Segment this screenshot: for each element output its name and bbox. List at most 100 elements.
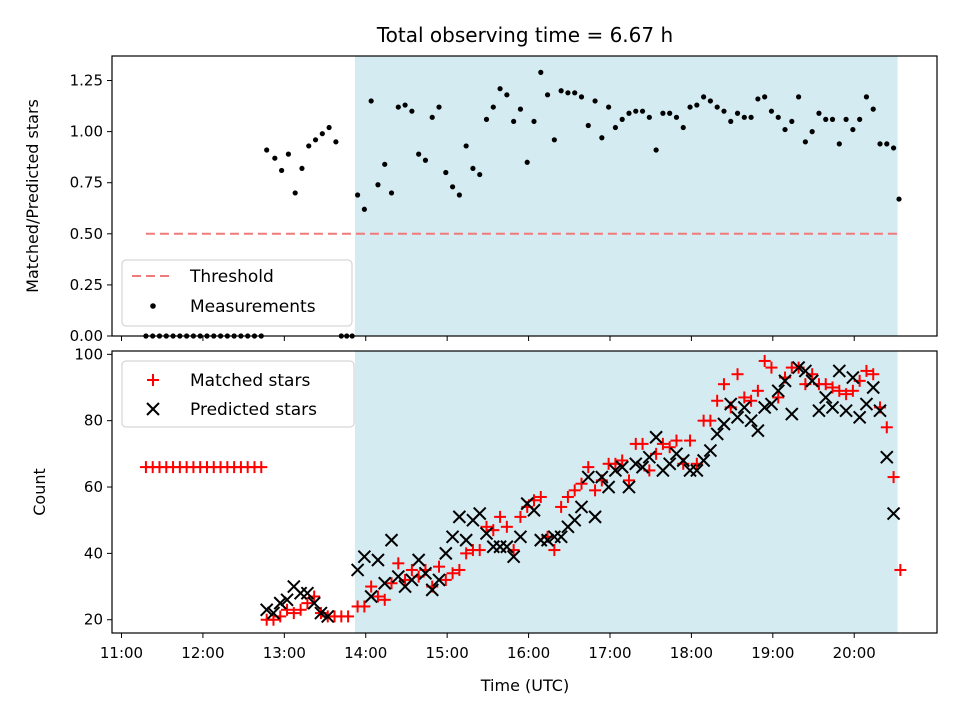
measurement-point <box>687 104 693 110</box>
predicted-star-point <box>473 506 487 521</box>
measurement-point <box>436 104 442 110</box>
matched-star-point <box>568 484 581 497</box>
predicted-star-point <box>880 450 894 464</box>
measurement-point <box>896 196 902 202</box>
predicted-star-point <box>527 503 541 517</box>
measurement-point <box>531 118 537 125</box>
measurement-point <box>272 155 278 161</box>
predicted-star-point <box>724 397 738 411</box>
predicted-star-point <box>391 569 406 584</box>
measurement-point <box>572 90 578 96</box>
measurements-series <box>143 69 902 339</box>
matched-star-point <box>514 510 527 523</box>
measurement-point <box>592 98 598 104</box>
measurement-point <box>646 114 652 120</box>
predicted-star-point <box>825 400 840 415</box>
matched-star-point <box>534 490 547 503</box>
predicted-star-point <box>710 427 724 441</box>
predicted-star-point <box>873 404 887 418</box>
x-tick-label: 12:00 <box>181 644 224 662</box>
count-panel: 20 40 60 80 100 11:00 12:00 13:00 14:00 15:00 16:… <box>30 345 938 695</box>
predicted-star-point <box>567 513 582 527</box>
measurement-point <box>816 110 822 116</box>
predicted-star-point <box>622 480 636 494</box>
predicted-star-point <box>812 404 826 418</box>
matched-star-point <box>772 391 785 404</box>
measurement-point <box>870 106 876 112</box>
measurement-point <box>463 143 469 149</box>
predicted-star-point <box>649 430 663 444</box>
measurement-point <box>299 165 305 172</box>
matched-star-point <box>684 434 697 447</box>
measurement-point <box>558 88 564 94</box>
matched-star-point <box>582 461 595 474</box>
count-y-ticks: 20 40 60 80 100 <box>74 345 112 629</box>
predicted-star-point <box>737 400 752 415</box>
measurement-point <box>721 108 727 114</box>
predicted-star-point <box>717 417 731 431</box>
matched-star-point <box>636 437 649 450</box>
measurement-point <box>741 114 747 120</box>
legend-threshold-label: Threshold <box>189 267 274 287</box>
matched-star-point <box>342 610 355 623</box>
matched-star-point <box>453 563 466 576</box>
predicted-star-point <box>350 563 365 577</box>
legend-measurements-swatch <box>150 303 156 309</box>
ratio-y-tick-label: 0.50 <box>70 225 103 243</box>
measurement-point <box>795 94 802 100</box>
matched-star-point <box>555 500 568 513</box>
predicted-star-point <box>266 606 281 620</box>
predicted-star-point <box>866 380 880 395</box>
ratio-y-tick-label: 1.25 <box>70 72 103 90</box>
predicted-star-point <box>479 526 494 541</box>
matched-star-point <box>751 384 764 397</box>
measurement-point <box>890 145 897 151</box>
predicted-star-point <box>744 413 758 428</box>
measurement-point <box>511 118 517 125</box>
legend-matched-label: Matched stars <box>190 371 310 391</box>
predicted-star-point <box>459 533 473 547</box>
predicted-star-point <box>425 583 439 597</box>
matched-star-point <box>711 394 724 407</box>
x-tick-label: 16:00 <box>507 644 550 662</box>
measurement-point <box>422 157 429 163</box>
legend-predicted-label: Predicted stars <box>190 400 317 420</box>
ratio-shaded-span <box>354 56 898 336</box>
count-y-tick-label: 100 <box>74 345 103 363</box>
predicted-star-point <box>321 609 335 624</box>
predicted-star-point <box>293 586 308 600</box>
count-legend-box <box>121 360 355 428</box>
predicted-star-point <box>411 553 426 567</box>
ratio-y-axis-label: Matched/Predicted stars <box>23 99 42 293</box>
measurement-point <box>843 116 849 122</box>
ratio-plot-frame <box>111 55 938 337</box>
predicted-star-point <box>300 586 315 600</box>
measurement-point <box>409 108 415 114</box>
measurement-point <box>449 184 456 190</box>
measurement-point <box>694 102 700 108</box>
measurement-point <box>355 192 361 198</box>
measurement-point <box>836 141 842 147</box>
matched-star-point <box>358 600 371 613</box>
measurement-point <box>606 104 612 110</box>
predicted-star-point <box>690 463 704 478</box>
predicted-star-point <box>629 457 643 471</box>
measurement-point <box>667 110 673 116</box>
matched-star-point <box>819 378 832 391</box>
predicted-star-point <box>764 397 779 411</box>
measurement-point <box>775 114 781 120</box>
count-y-tick-label: 60 <box>84 478 103 496</box>
matched-star-point <box>880 421 893 434</box>
matched-star-point <box>765 361 778 374</box>
measurement-point <box>585 122 591 129</box>
measurement-point <box>285 151 291 157</box>
predicted-star-point <box>259 603 274 617</box>
predicted-star-point <box>778 374 792 388</box>
ratio-panel: 0.00 0.25 0.50 0.75 1.00 1.25 Total observing… <box>23 23 938 345</box>
predicted-star-point <box>439 546 453 561</box>
predicted-star-point <box>601 480 616 494</box>
matched-star-point <box>371 590 384 603</box>
matched-star-point <box>656 437 669 450</box>
count-x-ticks: 11:00 12:00 13:00 14:00 15:00 16:00 17:00 18:00… <box>100 633 876 662</box>
